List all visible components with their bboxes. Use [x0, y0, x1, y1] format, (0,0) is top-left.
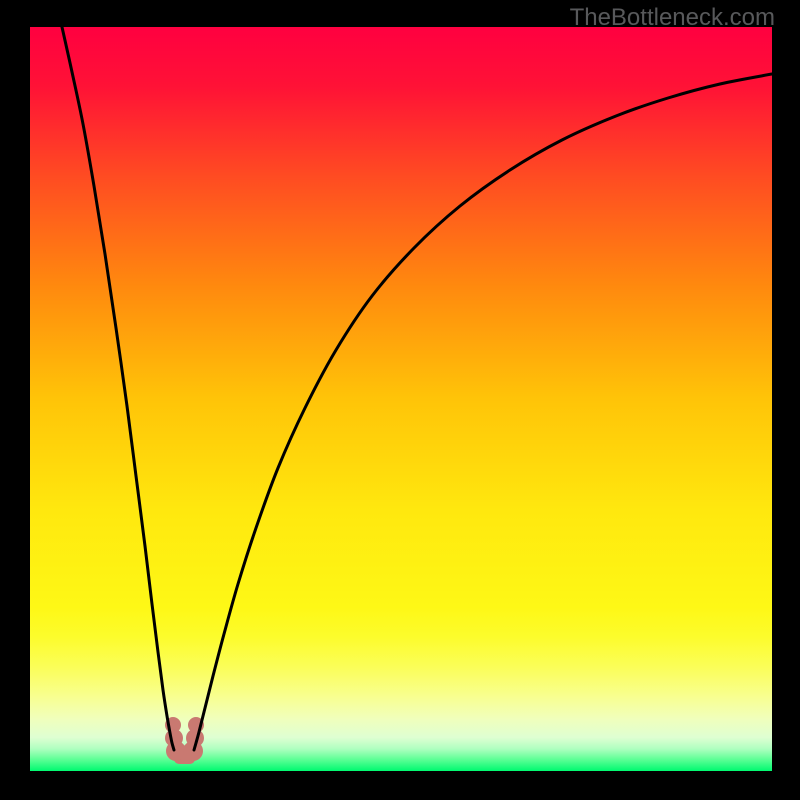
watermark-label: TheBottleneck.com — [570, 4, 775, 32]
nodule-blob — [183, 741, 203, 761]
nodule-blob — [166, 741, 186, 761]
curve-overlay — [30, 27, 772, 771]
notch-nodules — [165, 717, 204, 764]
curve-right-branch — [194, 74, 772, 750]
nodule-connector — [174, 750, 195, 764]
plot-area — [30, 27, 772, 771]
nodule-blob — [188, 717, 204, 733]
nodule-blob — [186, 729, 204, 747]
curve-left-branch — [62, 27, 174, 750]
nodule-blob — [165, 717, 181, 733]
nodule-blob — [165, 729, 183, 747]
chart-container: TheBottleneck.com — [0, 0, 800, 800]
gradient-background — [30, 27, 772, 771]
